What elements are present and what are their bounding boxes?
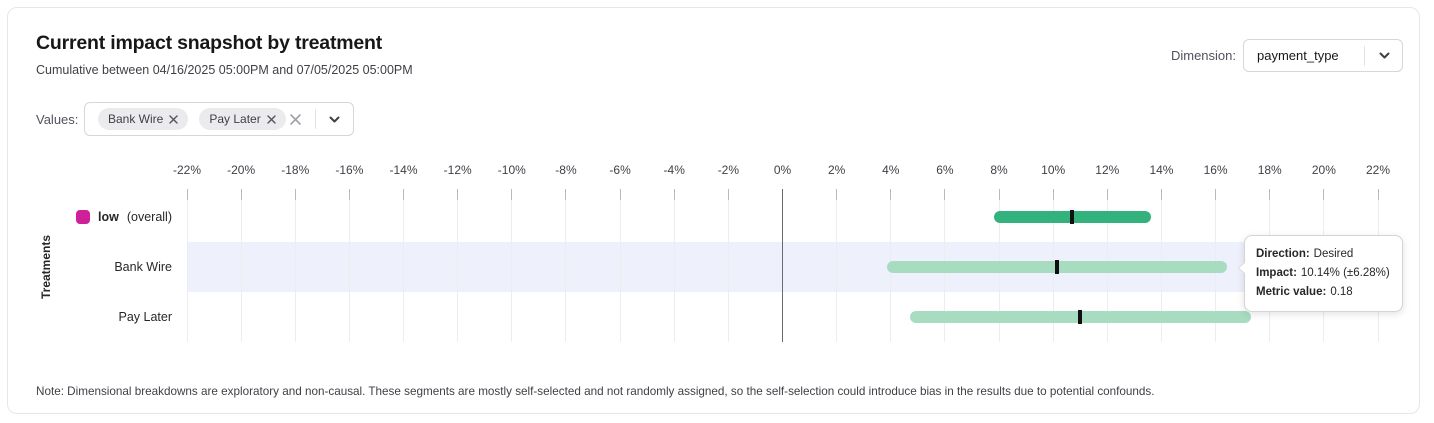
date-range-subtitle: Cumulative between 04/16/2025 05:00PM an…	[36, 63, 413, 77]
axis-tick-label: 12%	[1095, 163, 1120, 177]
dimension-label: Dimension:	[1170, 48, 1236, 63]
row-label: low (overall)	[30, 208, 172, 226]
values-filter-box[interactable]: Bank Wire Pay Later	[84, 102, 354, 136]
axis-tick	[294, 189, 296, 201]
page-title: Current impact snapshot by treatment	[36, 32, 383, 54]
axis-tick	[673, 189, 675, 201]
selected-value-chips: Bank Wire Pay Later	[98, 108, 286, 130]
axis-tick	[890, 189, 892, 201]
row-label: Pay Later	[30, 308, 172, 326]
axis-tick	[944, 189, 946, 201]
axis-tick	[1323, 189, 1325, 201]
axis-tick-label: 0%	[773, 163, 792, 177]
clear-all-icon[interactable]	[286, 109, 306, 129]
grid-line	[619, 200, 621, 342]
chip-label: Bank Wire	[108, 112, 164, 126]
axis-tick	[1106, 189, 1108, 201]
axis-tick	[1377, 189, 1379, 201]
grid-line	[294, 200, 296, 342]
axis-tick-label: 10%	[1041, 163, 1066, 177]
axis-tick-label: 16%	[1203, 163, 1228, 177]
axis-tick	[1052, 189, 1054, 201]
values-chevron-down-icon[interactable]	[325, 109, 345, 129]
axis-tick-label: 14%	[1149, 163, 1174, 177]
axis-tick	[348, 189, 350, 201]
row-label-text: Pay Later	[118, 310, 172, 324]
tooltip-metric-row: Metric value: 0.18	[1256, 286, 1353, 298]
axis-tick	[727, 189, 729, 201]
axis-tick-label: -2%	[717, 163, 740, 177]
chip-label: Pay Later	[209, 112, 261, 126]
grid-line	[836, 200, 838, 342]
axis-tick-label: 8%	[990, 163, 1008, 177]
zero-axis-line	[781, 189, 783, 342]
value-chip[interactable]: Bank Wire	[98, 108, 189, 130]
footnote: Note: Dimensional breakdowns are explora…	[36, 385, 1155, 398]
axis-tick	[511, 189, 513, 201]
tooltip: Direction: Desired Impact: 10.14% (±6.28%)…	[1238, 235, 1403, 312]
grid-line	[565, 200, 567, 342]
row-label: Bank Wire	[30, 258, 172, 276]
grid-line	[240, 200, 242, 342]
row-label-suffix: (overall)	[126, 210, 172, 224]
axis-tick-label: -6%	[609, 163, 631, 177]
axis-tick-label: 22%	[1365, 163, 1391, 177]
axis-tick-label: -4%	[663, 163, 685, 177]
grid-line	[727, 200, 729, 342]
axis-tick-label: -20%	[227, 163, 256, 177]
axis-tick	[836, 189, 838, 201]
grid-line	[457, 200, 459, 342]
chip-remove-icon[interactable]	[267, 114, 276, 124]
axis-tick	[998, 189, 1000, 201]
axis-tick-label: 20%	[1311, 163, 1336, 177]
axis-tick	[1215, 189, 1217, 201]
axis-tick-label: -14%	[389, 163, 418, 177]
tooltip-impact-row: Impact: 10.14% (±6.28%)	[1256, 267, 1390, 279]
impact-point-tick	[1054, 260, 1059, 274]
impact-point-tick	[1078, 310, 1083, 324]
axis-tick-label: -8%	[555, 163, 577, 177]
value-chip[interactable]: Pay Later	[199, 108, 286, 130]
axis-tick	[1269, 189, 1271, 201]
tooltip-direction-row: Direction: Desired	[1256, 248, 1354, 260]
axis-tick-label: 4%	[882, 163, 900, 177]
axis-tick	[457, 189, 459, 201]
axis-tick-label: 6%	[936, 163, 954, 177]
grid-line	[186, 200, 188, 342]
axis-tick-label: -16%	[335, 163, 364, 177]
row-label-text: low	[98, 210, 119, 224]
impact-point-tick	[1070, 210, 1075, 224]
axis-tick	[186, 189, 188, 201]
axis-tick	[565, 189, 567, 201]
values-divider	[314, 109, 316, 129]
axis-tick-label: -10%	[497, 163, 526, 177]
chip-remove-icon[interactable]	[169, 114, 179, 124]
axis-tick-label: -18%	[281, 163, 310, 177]
axis-tick	[240, 189, 242, 201]
axis-tick-label: 18%	[1257, 163, 1282, 177]
legend-swatch	[76, 210, 90, 224]
axis-tick	[619, 189, 621, 201]
grid-line	[673, 200, 675, 342]
axis-tick-label: 2%	[827, 163, 846, 177]
dimension-selected-value: payment_type	[1257, 48, 1339, 63]
axis-tick	[1160, 189, 1162, 201]
axis-tick	[403, 189, 405, 201]
grid-line	[348, 200, 350, 342]
axis-tick-label: -12%	[443, 163, 472, 177]
select-divider	[1364, 45, 1365, 66]
dimension-select[interactable]: payment_type	[1243, 39, 1403, 72]
impact-snapshot-card: Current impact snapshot by treatment Cum…	[7, 7, 1420, 414]
values-label: Values:	[36, 112, 79, 127]
grid-line	[403, 200, 405, 342]
chevron-down-icon[interactable]	[1374, 46, 1394, 66]
row-label-text: Bank Wire	[114, 260, 172, 274]
axis-tick-label: -22%	[172, 163, 201, 177]
grid-line	[511, 200, 513, 342]
